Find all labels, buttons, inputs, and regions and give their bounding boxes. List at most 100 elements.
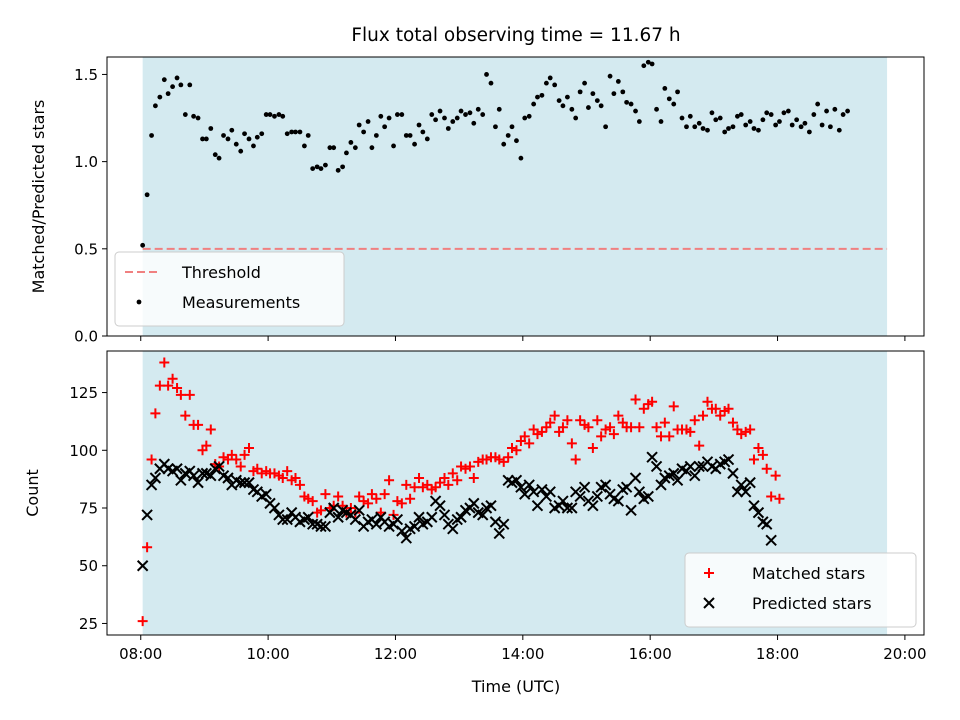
matched-star-point — [715, 410, 726, 421]
predicted-star-point — [171, 463, 183, 475]
matched-star-point — [231, 454, 242, 465]
measurement-point — [352, 145, 358, 151]
measurement-point — [310, 166, 316, 172]
predicted-star-point — [587, 499, 599, 512]
measurement-point — [764, 110, 770, 116]
measurement-point — [679, 115, 685, 121]
legend-label: Measurements — [182, 293, 300, 312]
predicted-star-point — [268, 502, 281, 514]
measurement-point — [242, 131, 247, 137]
matched-star-point — [659, 417, 670, 428]
predicted-star-point — [668, 467, 680, 480]
measurement-point — [429, 112, 435, 117]
measurement-point — [819, 122, 825, 128]
measurement-point — [259, 131, 265, 137]
measurement-point — [730, 124, 736, 130]
matched-star-point — [146, 454, 157, 465]
measurement-point — [178, 82, 184, 88]
measurement-point — [144, 192, 150, 198]
measurement-point — [832, 106, 838, 112]
predicted-star-point — [612, 495, 625, 507]
measurement-point — [263, 112, 269, 117]
matched-star-point — [745, 424, 756, 435]
matched-star-point — [333, 491, 344, 502]
predicted-star-point — [748, 499, 760, 512]
measurement-point — [280, 113, 286, 119]
matched-star-point — [460, 463, 471, 474]
measurement-point — [738, 112, 744, 117]
matched-star-point — [694, 440, 705, 451]
measurement-point — [140, 242, 146, 248]
y-tick-label: 1.0 — [74, 153, 98, 171]
predicted-star-point — [744, 476, 756, 489]
measurement-point — [717, 115, 723, 121]
legend-box — [684, 552, 917, 628]
measurement-point — [221, 133, 226, 138]
measurement-point — [649, 61, 655, 67]
predicted-star-point — [574, 490, 586, 503]
measurement-point — [522, 115, 528, 121]
measurement-point — [149, 133, 154, 138]
matched-star-point — [545, 417, 556, 428]
matched-star-point — [757, 449, 768, 460]
measurement-point — [416, 122, 422, 128]
measurement-point — [323, 162, 328, 168]
matched-star-point — [710, 403, 721, 414]
predicted-star-point — [136, 560, 149, 572]
measurement-point — [781, 110, 787, 116]
measurement-point — [369, 145, 375, 151]
measurement-point — [318, 166, 324, 172]
measurement-point — [157, 94, 163, 100]
predicted-star-point — [761, 518, 773, 530]
measurement-point — [509, 124, 515, 130]
predicted-star-point — [438, 509, 451, 521]
matched-star-point — [358, 496, 369, 507]
predicted-star-point — [332, 511, 344, 523]
matched-star-point — [384, 475, 395, 486]
measurement-point — [815, 101, 821, 107]
matched-star-point — [511, 445, 522, 456]
matched-star-point — [422, 479, 433, 490]
measurement-point — [254, 134, 260, 140]
measurement-point — [403, 133, 409, 138]
measurement-point — [458, 108, 464, 114]
predicted-star-point — [599, 479, 612, 491]
measurement-point — [747, 119, 753, 124]
predicted-star-point — [353, 504, 365, 517]
y-tick-label: 25 — [79, 615, 98, 633]
matched-star-point — [193, 419, 204, 430]
y-tick-label: 0.0 — [74, 328, 98, 346]
matched-star-point — [443, 479, 454, 490]
measurement-point — [531, 101, 537, 107]
measurement-point — [785, 108, 791, 114]
matched-star-point — [506, 442, 517, 453]
predicted-star-point — [396, 525, 408, 537]
predicted-star-point — [684, 460, 697, 473]
measurement-point — [543, 80, 549, 86]
measurement-point — [662, 85, 668, 91]
predicted-star-point — [408, 520, 421, 533]
measurement-point — [628, 101, 634, 107]
measurement-point — [636, 119, 642, 124]
matched-star-point — [503, 452, 514, 463]
bottom-x-ticks: 08:00 10:00 12:00 14:00 16:00 18:00 20:00 — [119, 635, 927, 663]
measurement-point — [675, 89, 680, 95]
measurement-point — [518, 155, 524, 161]
measurement-point — [335, 167, 341, 173]
measurement-point — [361, 129, 367, 135]
measurement-point — [696, 120, 702, 126]
measurement-point — [743, 122, 749, 128]
top-x-ticks — [140, 336, 906, 341]
y-tick-label: 0.5 — [74, 240, 98, 258]
predicted-star-point — [566, 502, 578, 514]
measurement-point — [450, 119, 456, 124]
measurement-point — [297, 129, 303, 135]
matched-star-point — [430, 482, 441, 493]
predicted-star-point — [400, 532, 412, 544]
predicted-star-point — [141, 509, 153, 521]
measurement-point — [590, 91, 596, 97]
measurement-point — [399, 112, 405, 117]
matched-star-point — [774, 493, 785, 504]
predicted-star-point — [370, 518, 383, 530]
